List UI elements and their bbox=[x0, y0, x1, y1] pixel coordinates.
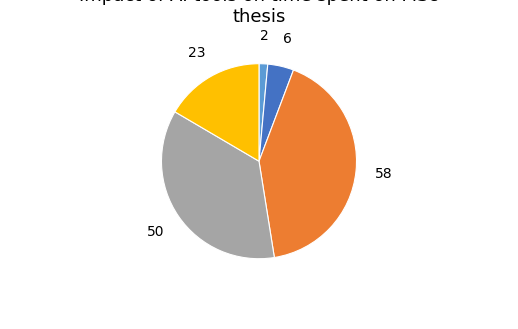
Text: 2: 2 bbox=[260, 29, 269, 43]
Wedge shape bbox=[259, 64, 294, 161]
Text: 6: 6 bbox=[283, 32, 292, 46]
Wedge shape bbox=[259, 70, 356, 258]
Text: 50: 50 bbox=[147, 225, 164, 239]
Text: 23: 23 bbox=[188, 45, 206, 60]
Text: 58: 58 bbox=[375, 167, 393, 181]
Title: Impact of AI tools on time spent on MSc
thesis: Impact of AI tools on time spent on MSc … bbox=[79, 0, 439, 26]
Wedge shape bbox=[175, 64, 259, 161]
Wedge shape bbox=[162, 112, 275, 259]
Wedge shape bbox=[259, 64, 268, 161]
